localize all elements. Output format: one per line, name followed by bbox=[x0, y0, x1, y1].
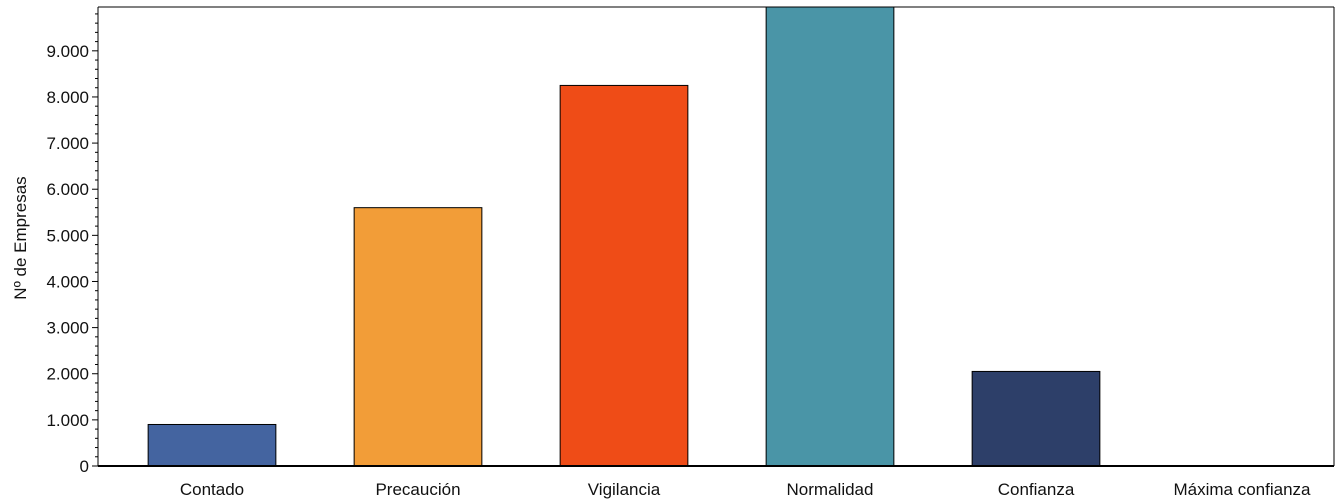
y-tick-label: 6.000 bbox=[46, 180, 89, 199]
y-tick-label: 5.000 bbox=[46, 226, 89, 245]
y-axis-title: Nº de Empresas bbox=[11, 176, 30, 299]
x-tick-label: Máxima confianza bbox=[1173, 480, 1311, 499]
x-tick-label: Vigilancia bbox=[588, 480, 661, 499]
y-tick-label: 8.000 bbox=[46, 88, 89, 107]
bar-contado bbox=[147, 423, 277, 467]
y-tick-label: 7.000 bbox=[46, 134, 89, 153]
y-tick-label: 0 bbox=[80, 457, 89, 476]
y-tick-label: 3.000 bbox=[46, 319, 89, 338]
x-axis-labels: Contado Precaución Vigilancia Normalidad Con… bbox=[180, 480, 1311, 499]
x-tick-label: Normalidad bbox=[787, 480, 874, 499]
y-axis: 0 1.000 2.000 3.000 4.000 5.000 6.000 7.000 8.00… bbox=[46, 13, 98, 476]
y-tick-label: 4.000 bbox=[46, 272, 89, 291]
x-tick-label: Contado bbox=[180, 480, 244, 499]
y-tick-label: 9.000 bbox=[46, 42, 89, 61]
bar-confianza bbox=[971, 370, 1101, 467]
y-tick-label: 2.000 bbox=[46, 365, 89, 384]
x-tick-label: Confianza bbox=[998, 480, 1075, 499]
bar-vigilancia bbox=[559, 84, 689, 467]
y-tick-label: 1.000 bbox=[46, 411, 89, 430]
bars bbox=[147, 6, 1101, 467]
x-tick-label: Precaución bbox=[375, 480, 460, 499]
bar-precaución bbox=[353, 207, 483, 467]
bar-normalidad bbox=[765, 6, 895, 467]
